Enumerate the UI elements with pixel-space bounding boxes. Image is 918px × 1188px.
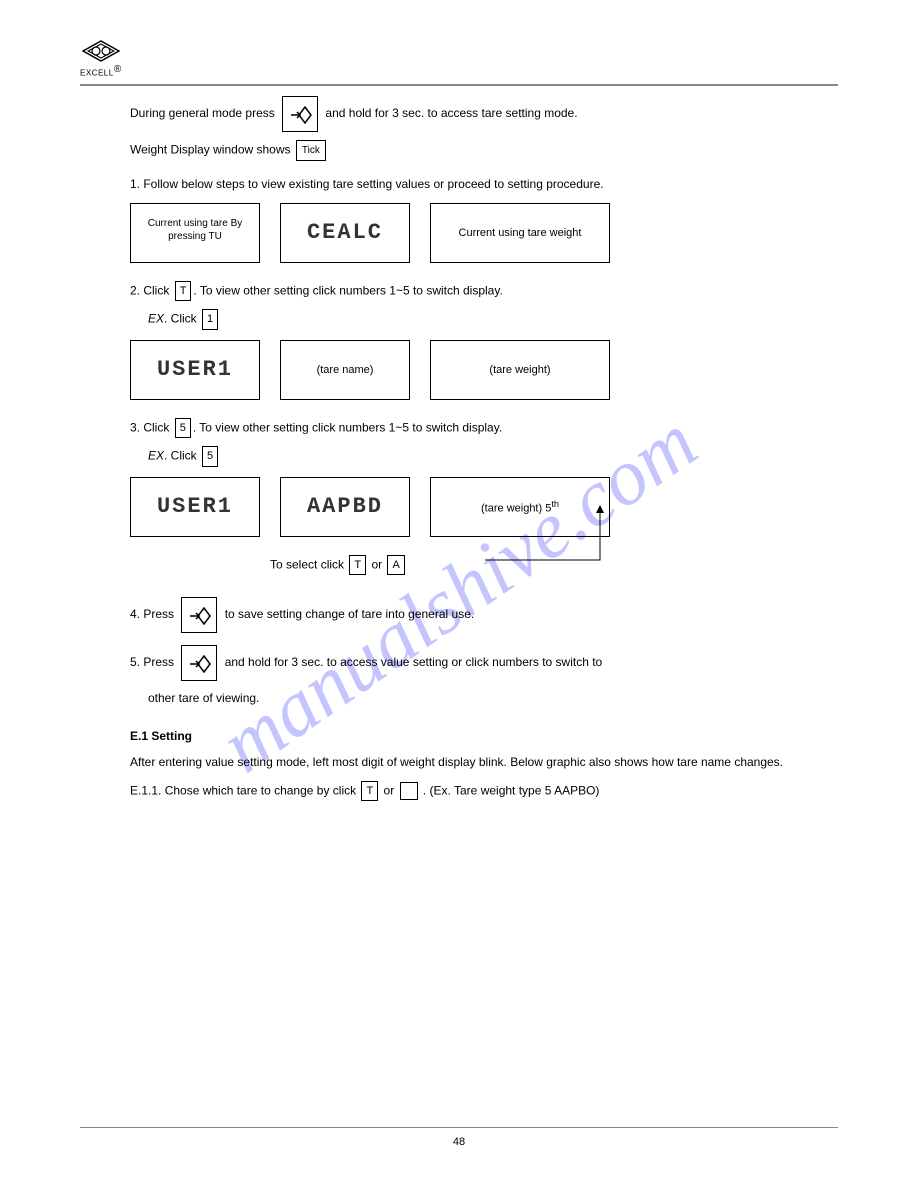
tare-key-icon: [181, 645, 217, 681]
step2-displays: USER1 (tare name) (tare weight): [130, 340, 828, 400]
key-1: 1: [202, 309, 218, 330]
seg-text: USER1: [157, 357, 233, 382]
step1-header: 1. Follow below steps to view existing t…: [130, 175, 828, 193]
e1-1: E.1.1. Chose which tare to change by cli…: [130, 781, 828, 802]
display-text: (tare weight): [489, 364, 550, 376]
step4-line: 4. Press to save setting change of tare …: [130, 597, 828, 633]
display-text: Current using tare weight: [459, 227, 582, 239]
intro-line-1: During general mode press and hold for 3…: [130, 96, 828, 132]
display-box-mid: CEALC: [280, 203, 410, 263]
display-box-left-2: USER1: [130, 340, 260, 400]
key-a: A: [387, 555, 404, 576]
display-box-mid-2: (tare name): [280, 340, 410, 400]
step5-cont: other tare of viewing.: [148, 689, 828, 707]
tick-label: Tick: [296, 140, 326, 161]
display-box-left: Current using tare By pressing TU: [130, 203, 260, 263]
display-box-mid-3: AAPBD: [280, 477, 410, 537]
step3-intro: 3. Click 5. To view other setting click …: [130, 418, 828, 439]
trademark: ®: [114, 64, 122, 75]
step2-intro: 2. Click T. To view other setting click …: [130, 281, 828, 302]
key-blank: [400, 782, 418, 800]
seg-text: USER1: [157, 494, 233, 519]
arrow-text: To select click T or A: [270, 555, 828, 585]
arrow-icon: [480, 500, 620, 570]
display-box-left-3: USER1: [130, 477, 260, 537]
tare-key-icon: [282, 96, 318, 132]
key-label: 5: [175, 418, 191, 439]
intro-line-2: Weight Display window shows Tick: [130, 140, 828, 161]
key-t: T: [349, 555, 366, 576]
step3-ex: EX. Click 5: [148, 446, 828, 467]
intro-text-b: and hold for 3 sec. to access tare setti…: [325, 106, 577, 120]
display-box-right-2: (tare weight): [430, 340, 610, 400]
seg-text: CEALC: [307, 220, 383, 245]
logo-icon: [82, 40, 120, 62]
step5-line: 5. Press and hold for 3 sec. to access v…: [130, 645, 828, 681]
step1-displays: Current using tare By pressing TU CEALC …: [130, 203, 828, 263]
page-number: 48: [453, 1136, 465, 1148]
brand-logo: EXCELL®: [80, 40, 122, 78]
key-label: T: [175, 281, 192, 302]
page-header: EXCELL®: [80, 40, 838, 86]
display-box-right: Current using tare weight: [430, 203, 610, 263]
step3-displays: USER1 AAPBD (tare weight) 5th: [130, 477, 828, 537]
tare-key-icon: [181, 597, 217, 633]
seg-text: AAPBD: [307, 494, 383, 519]
brand-name: EXCELL: [80, 69, 114, 78]
key-t: T: [361, 781, 378, 802]
e1-heading: E.1 Setting: [130, 727, 828, 745]
display-caption: Current using tare By pressing TU: [148, 217, 243, 243]
intro-text-a: During general mode press: [130, 106, 278, 120]
display-text: (tare name): [317, 364, 374, 376]
step2-ex: EX. Click 1: [148, 309, 828, 330]
e1-text: After entering value setting mode, left …: [130, 753, 828, 771]
key-5: 5: [202, 446, 218, 467]
footer-rule: [80, 1127, 838, 1128]
